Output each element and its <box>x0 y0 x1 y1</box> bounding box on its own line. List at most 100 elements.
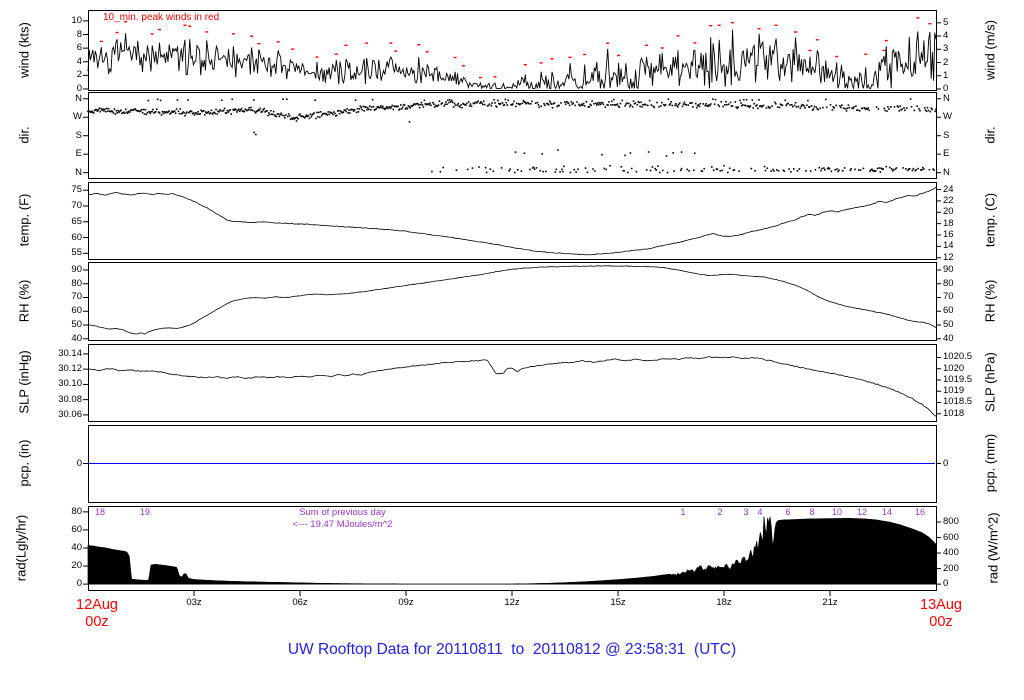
dir-dot <box>107 107 110 110</box>
dir-dot <box>535 167 538 169</box>
dir-dot <box>348 109 350 111</box>
dir-dot <box>825 98 827 101</box>
rad-right-tick-label: 600 <box>943 532 959 543</box>
dir-dot <box>683 101 686 104</box>
dir-dot <box>197 111 199 113</box>
dir-dot <box>458 105 460 107</box>
dir-dot <box>454 104 457 107</box>
peak-dot <box>389 42 393 44</box>
dir-dot <box>395 105 397 107</box>
rh-trace <box>87 265 937 335</box>
dir-dot <box>476 101 478 104</box>
dir-dot <box>789 104 791 106</box>
dir-dot <box>577 168 579 171</box>
dir-dot <box>298 114 300 116</box>
dir-dot <box>515 102 518 105</box>
pcp-left-tick-label: 0 <box>76 458 82 469</box>
dir-dot <box>802 104 804 106</box>
dir-dot <box>350 109 352 111</box>
dir-dot <box>331 112 333 115</box>
dir-dot <box>866 108 868 111</box>
dir-dot <box>643 103 645 106</box>
dir-dot <box>210 109 213 112</box>
dir-dot <box>490 104 493 107</box>
dir-dot <box>163 111 166 113</box>
dir-dot <box>144 108 147 111</box>
dir-dot <box>247 109 249 111</box>
dir-dot <box>368 108 370 111</box>
dir-dot <box>781 104 784 107</box>
dir-dot <box>784 99 786 102</box>
dir-dot <box>831 109 834 111</box>
dir-dot <box>527 101 529 104</box>
dir-dot <box>352 108 354 111</box>
dir-dot <box>328 113 330 116</box>
dir-dot <box>118 111 120 113</box>
dir-dot <box>749 105 752 107</box>
peak-dot <box>183 24 187 26</box>
dir-dot <box>127 110 130 113</box>
dir-dot <box>760 106 763 108</box>
dir-dot <box>922 166 924 169</box>
temp-left-tick-label: 75 <box>71 184 82 195</box>
dir-dot <box>710 103 712 105</box>
dir-dot <box>218 111 220 113</box>
dir-dot <box>901 108 903 111</box>
dir-dot <box>718 105 721 108</box>
dir-dot <box>790 171 792 173</box>
dir-right-tick-label: S <box>943 130 950 141</box>
dir-dot <box>421 104 424 106</box>
dir-dot <box>137 110 139 112</box>
dir-dot <box>246 109 248 112</box>
dir-dot <box>763 165 766 168</box>
dir-dot <box>518 103 521 106</box>
dir-dot <box>551 107 554 109</box>
dir-dot <box>474 101 477 104</box>
dir-dot <box>670 101 672 103</box>
dir-dot <box>290 117 293 120</box>
dir-dot <box>690 102 692 104</box>
panel-border-wind <box>88 10 937 91</box>
dir-dot <box>190 110 193 113</box>
peak-dot <box>291 48 295 50</box>
dir-dot <box>262 109 265 111</box>
dir-dot <box>739 99 741 102</box>
wind-trace <box>87 29 937 91</box>
dir-dot <box>161 110 164 113</box>
dir-dot <box>564 101 566 103</box>
dir-dot <box>276 113 279 115</box>
dir-dot <box>356 107 359 110</box>
dir-dot <box>759 105 761 108</box>
dir-dot <box>443 105 445 107</box>
wind-right-tick-label: 0 <box>943 83 949 94</box>
dir-dot <box>360 106 362 109</box>
rad-milestone-label: 4 <box>757 507 763 517</box>
wind-right-tick-label: 3 <box>943 43 949 54</box>
dir-dot <box>846 107 849 110</box>
dir-dot <box>624 105 626 107</box>
dir-dot <box>580 103 583 105</box>
dir-dot <box>606 104 608 106</box>
dir-dot <box>365 106 367 108</box>
dir-dot <box>558 104 560 107</box>
dir-dot <box>398 109 400 111</box>
dir-dot <box>578 103 580 106</box>
dir-dot <box>278 115 281 118</box>
peak-dot <box>425 51 429 53</box>
dir-dot <box>601 101 604 104</box>
dir-dot <box>526 102 528 104</box>
dir-dot <box>94 108 97 111</box>
dir-dot <box>477 100 479 102</box>
dir-dot <box>116 112 118 114</box>
dir-dot <box>254 110 256 113</box>
dir-dot <box>444 103 446 106</box>
dir-dot <box>451 101 454 104</box>
dir-dot <box>248 107 250 109</box>
dir-dot <box>508 170 510 172</box>
x-axis-tick-label: 15z <box>610 597 626 608</box>
dir-dot <box>785 104 787 107</box>
dir-dot <box>658 106 660 108</box>
dir-dot <box>426 103 428 105</box>
dir-dot <box>385 105 388 108</box>
